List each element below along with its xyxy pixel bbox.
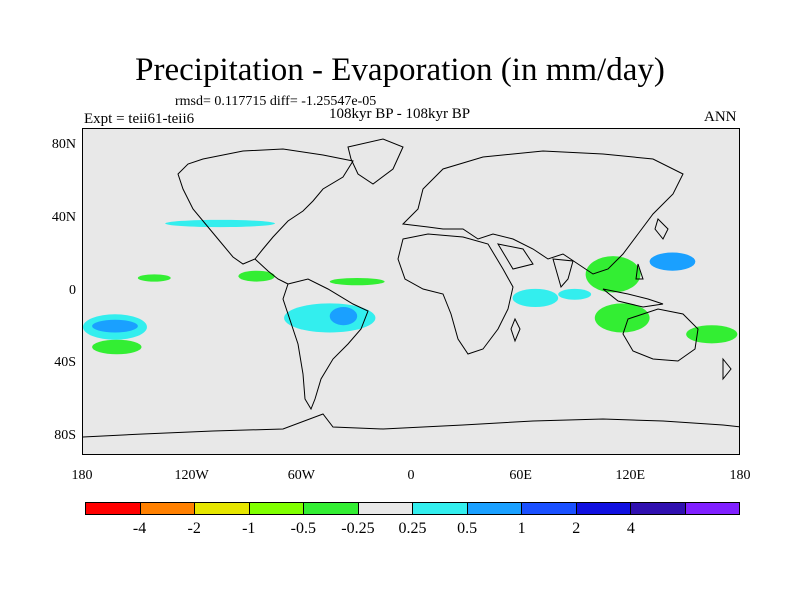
coast-greenland bbox=[347, 138, 404, 185]
coast-central-america bbox=[254, 258, 289, 285]
coast-new-zealand bbox=[722, 357, 732, 381]
colorbar-cell bbox=[522, 503, 577, 514]
x-tick-label: 180 bbox=[729, 468, 751, 483]
colorbar-label: -1 bbox=[242, 520, 256, 537]
colorbar-label: 1 bbox=[517, 520, 526, 537]
x-tick-label: 60W bbox=[287, 468, 315, 483]
colorbar-label: -2 bbox=[187, 520, 201, 537]
coast-philippines bbox=[635, 263, 644, 280]
anomaly-region-12 bbox=[649, 252, 696, 271]
coast-antarctica bbox=[83, 413, 739, 438]
x-tick-label: 120W bbox=[174, 468, 209, 483]
anomaly-region-2 bbox=[238, 270, 275, 282]
coastlines bbox=[83, 138, 739, 438]
colorbar-label: 0.25 bbox=[398, 520, 427, 537]
colorbar-cell bbox=[413, 503, 468, 514]
colorbar-label: -4 bbox=[132, 520, 147, 537]
x-tick-label: 120E bbox=[615, 468, 646, 483]
plot-title: Precipitation - Evaporation (in mm/day) bbox=[135, 52, 665, 88]
x-tick-label: 180 bbox=[71, 468, 93, 483]
coast-japan bbox=[654, 218, 669, 240]
experiment-label: Expt = teii61-teii6 bbox=[84, 111, 195, 127]
anomaly-region-5 bbox=[329, 307, 358, 326]
colorbar-cell bbox=[195, 503, 250, 514]
anomaly-region-7 bbox=[92, 319, 138, 333]
anomaly-region-9 bbox=[512, 288, 559, 308]
colorbar-cell bbox=[140, 503, 195, 514]
colorbar-cell bbox=[467, 503, 522, 514]
anomaly-region-11 bbox=[585, 256, 641, 293]
period-label: 108kyr BP - 108kyr BP bbox=[329, 106, 471, 122]
anomaly-region-1 bbox=[137, 274, 171, 282]
coast-india bbox=[552, 258, 574, 289]
y-tick-label: 80S bbox=[54, 427, 76, 443]
anomaly-region-3 bbox=[329, 277, 385, 286]
anomaly-region-10 bbox=[558, 288, 592, 300]
colorbar-cell bbox=[86, 503, 141, 514]
stats-line: rmsd= 0.117715 diff= -1.25547e-05 bbox=[175, 94, 377, 109]
colorbar-cell bbox=[685, 503, 739, 514]
y-tick-label: 40N bbox=[51, 209, 76, 225]
coast-eurasia bbox=[401, 150, 684, 275]
colorbar-cell bbox=[631, 503, 686, 514]
x-tick-label: 60E bbox=[509, 468, 532, 483]
coast-africa bbox=[397, 233, 514, 355]
colorbar-label: -0.5 bbox=[290, 520, 316, 537]
colorbar-cell bbox=[304, 503, 359, 514]
colorbar-label: -0.25 bbox=[341, 520, 375, 537]
y-tick-label: 40S bbox=[54, 355, 76, 371]
colorbar bbox=[85, 502, 740, 515]
anomaly-region-13 bbox=[594, 303, 650, 333]
colorbar-label: 0.5 bbox=[457, 520, 478, 537]
colorbar-cell bbox=[576, 503, 631, 514]
coast-indonesia bbox=[602, 288, 664, 308]
coast-australia bbox=[622, 308, 699, 362]
map-panel bbox=[82, 128, 740, 455]
colorbar-cell bbox=[358, 503, 413, 514]
anomaly-region-0 bbox=[165, 219, 275, 228]
anomaly-layer bbox=[83, 219, 738, 355]
colorbar-cell bbox=[249, 503, 304, 514]
y-tick-label: 0 bbox=[69, 282, 76, 298]
anomaly-region-14 bbox=[686, 325, 738, 344]
colorbar-label: 4 bbox=[626, 520, 635, 537]
y-tick-label: 80N bbox=[51, 137, 76, 153]
anomaly-region-8 bbox=[92, 339, 142, 355]
colorbar-label: 2 bbox=[572, 520, 581, 537]
x-tick-label: 0 bbox=[407, 468, 415, 483]
map-svg bbox=[83, 138, 739, 438]
season-label: ANN bbox=[704, 109, 737, 125]
coast-madagascar bbox=[510, 317, 521, 343]
coast-south-america bbox=[282, 278, 369, 411]
coast-arabia bbox=[496, 243, 534, 270]
coast-north-america bbox=[177, 148, 354, 265]
